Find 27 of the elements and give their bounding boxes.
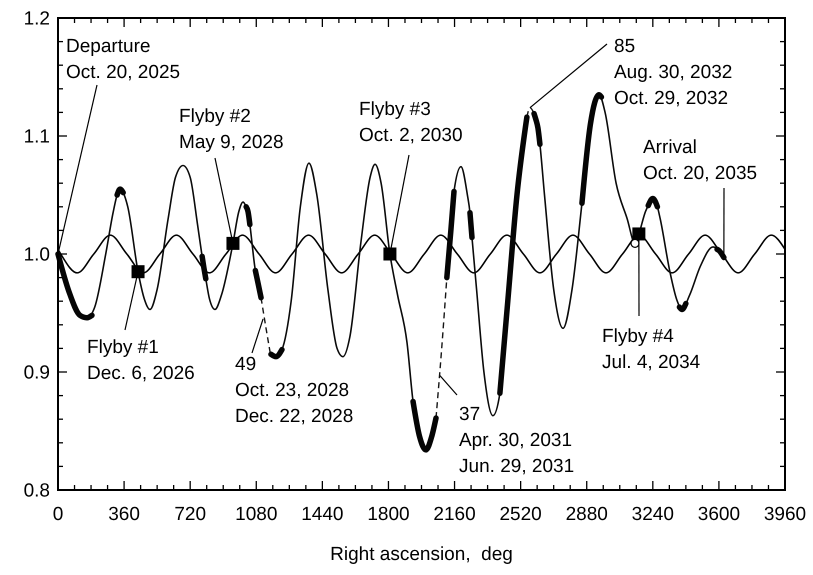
x-tick-label: 1080 [235,504,278,525]
y-tick-label: 0.8 [24,480,50,502]
x-tick-label: 3600 [698,504,740,525]
x-tick-label: 360 [108,504,140,525]
x-tick-label: 1800 [367,504,410,525]
annotation: Flyby #4 Jul. 4, 2034 [602,326,701,373]
annotation: Flyby #3 Oct. 2, 2030 [359,99,463,146]
y-tick-label: 0.9 [24,362,50,384]
annotation: 49 Oct. 23, 2028 Dec. 22, 2028 [235,354,354,427]
annotation: Flyby #2 May 9, 2028 [179,106,284,153]
x-axis-title: Right ascension, deg [330,544,513,565]
annotation: Flyby #1 Dec. 6, 2026 [87,337,195,384]
x-tick-label: 0 [52,504,64,525]
annotation: Arrival Oct. 20, 2035 [643,137,758,184]
x-tick-label: 3960 [764,504,806,525]
x-tick-label: 3240 [632,504,674,525]
annotation: Departure Oct. 20, 2025 [66,36,180,83]
annotation: 37 Apr. 30, 2031 Jun. 29, 2031 [459,404,574,477]
x-tick-label: 2880 [566,504,608,525]
y-tick-label: 1.0 [24,244,50,266]
y-tick-label: 1.1 [24,126,50,148]
x-tick-label: 1440 [301,504,344,525]
x-tick-label: 2520 [499,504,542,525]
x-tick-label: 2160 [433,504,476,525]
y-tick-label: 1.2 [24,8,50,30]
x-tick-label: 720 [174,504,206,525]
annotation: 85 Aug. 30, 2032 Oct. 29, 2032 [614,36,732,109]
